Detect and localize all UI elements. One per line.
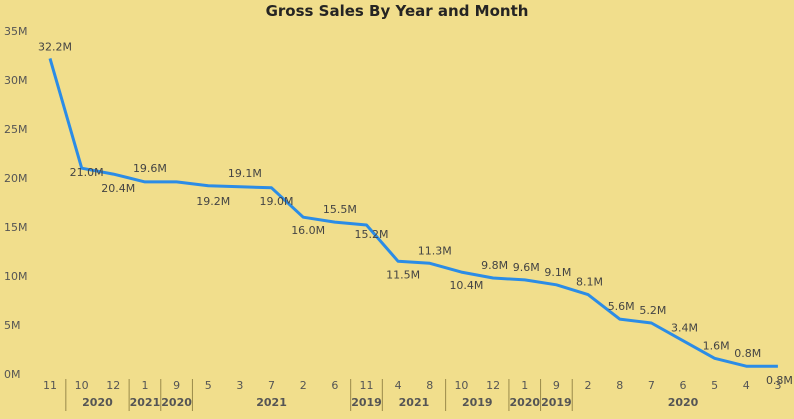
data-label: 5.6M (608, 300, 635, 313)
data-label: 1.6M (703, 339, 730, 352)
x-tick-label: 1 (141, 379, 148, 392)
x-tick-label: 5 (711, 379, 718, 392)
data-label: 9.1M (544, 266, 571, 279)
data-label: 11.3M (418, 244, 452, 257)
x-tick-label: 5 (205, 379, 212, 392)
x-tick-label: 4 (743, 379, 750, 392)
data-label: 16.0M (291, 224, 325, 237)
data-label: 32.2M (38, 40, 72, 53)
y-tick-label: 30M (4, 74, 28, 87)
year-label: 2019 (351, 396, 382, 409)
x-tick-label: 8 (616, 379, 623, 392)
sales-line (48, 57, 778, 368)
y-tick-label: 5M (4, 319, 21, 332)
x-tick-label: 7 (268, 379, 275, 392)
y-tick-label: 25M (4, 123, 28, 136)
x-tick-label: 3 (236, 379, 243, 392)
data-label: 0.8M (766, 374, 793, 387)
data-label: 15.5M (323, 203, 357, 216)
y-tick-label: 10M (4, 270, 28, 283)
y-tick-label: 20M (4, 172, 28, 185)
y-tick-label: 15M (4, 221, 28, 234)
x-tick-label: 6 (680, 379, 687, 392)
x-tick-label: 6 (331, 379, 338, 392)
x-tick-label: 10 (454, 379, 468, 392)
x-tick-label: 2 (300, 379, 307, 392)
data-label: 20.4M (101, 182, 135, 195)
year-label: 2021 (399, 396, 430, 409)
x-tick-label: 10 (75, 379, 89, 392)
x-tick-label: 1 (521, 379, 528, 392)
x-tick-label: 3 (774, 379, 781, 392)
x-tick-label: 4 (395, 379, 402, 392)
data-label: 0.8M (734, 347, 761, 360)
y-tick-label: 0M (4, 368, 21, 381)
year-label: 2020 (82, 396, 113, 409)
data-label: 9.8M (481, 259, 508, 272)
data-label: 19.6M (133, 162, 167, 175)
data-label: 11.5M (386, 268, 420, 281)
data-label: 9.6M (513, 261, 540, 274)
data-label: 19.2M (196, 195, 230, 208)
year-label: 2019 (541, 396, 572, 409)
year-label: 2021 (256, 396, 287, 409)
x-tick-label: 9 (173, 379, 180, 392)
data-label: 10.4M (449, 279, 483, 292)
data-label: 21.0M (70, 166, 104, 179)
x-tick-label: 11 (360, 379, 374, 392)
year-label: 2021 (130, 396, 161, 409)
data-label: 19.0M (260, 195, 294, 208)
data-label: 19.1M (228, 167, 262, 180)
x-tick-label: 9 (553, 379, 560, 392)
year-label: 2020 (509, 396, 540, 409)
year-label: 2019 (462, 396, 493, 409)
chart-title: Gross Sales By Year and Month (265, 2, 529, 20)
data-label: 15.2M (355, 228, 389, 241)
x-tick-label: 7 (648, 379, 655, 392)
x-tick-label: 8 (426, 379, 433, 392)
data-label: 5.2M (639, 304, 666, 317)
year-label: 2020 (668, 396, 699, 409)
x-tick-label: 11 (43, 379, 57, 392)
x-tick-label: 12 (486, 379, 500, 392)
y-tick-label: 35M (4, 25, 28, 38)
data-label: 3.4M (671, 322, 698, 335)
x-tick-label: 12 (106, 379, 120, 392)
x-tick-label: 2 (585, 379, 592, 392)
year-label: 2020 (161, 396, 192, 409)
data-label: 8.1M (576, 276, 603, 289)
